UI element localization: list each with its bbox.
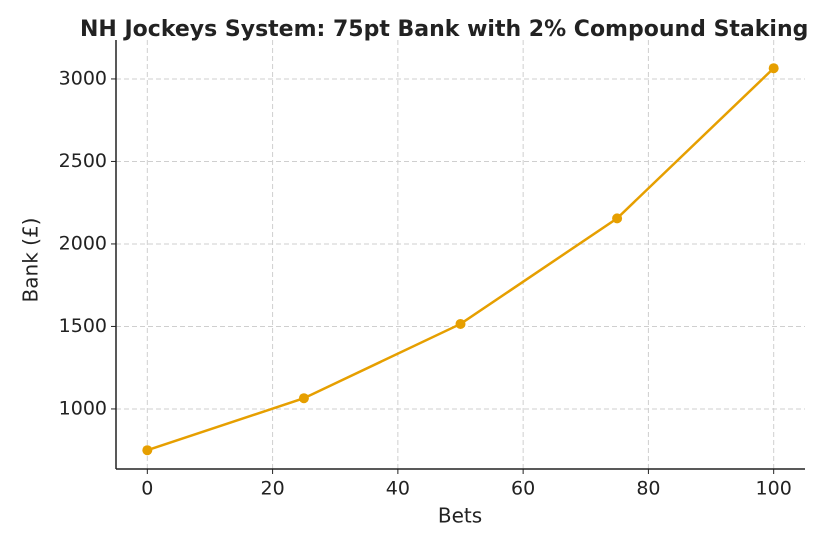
y-axis-label: Bank (£) <box>19 218 43 303</box>
y-tick-label: 2000 <box>59 232 107 254</box>
x-tick-label: 60 <box>511 478 535 500</box>
point <box>298 393 309 404</box>
x-axis-label: Bets <box>438 504 482 528</box>
point <box>142 445 153 456</box>
x-tick-label: 20 <box>260 478 284 500</box>
x-tick-label: 80 <box>636 478 660 500</box>
line <box>146 67 775 452</box>
point <box>455 318 466 329</box>
chart-title: NH Jockeys System: 75pt Bank with 2% Com… <box>80 17 808 42</box>
x-tick-label: 100 <box>756 478 792 500</box>
point <box>612 213 623 224</box>
point <box>768 63 779 74</box>
x-tick-label: 40 <box>386 478 410 500</box>
y-tick-label: 1000 <box>59 397 107 419</box>
x-tick-label: 0 <box>141 478 153 500</box>
y-tick-label: 2500 <box>59 150 107 172</box>
y-tick-label: 3000 <box>59 67 107 89</box>
y-tick-label: 1500 <box>59 315 107 337</box>
